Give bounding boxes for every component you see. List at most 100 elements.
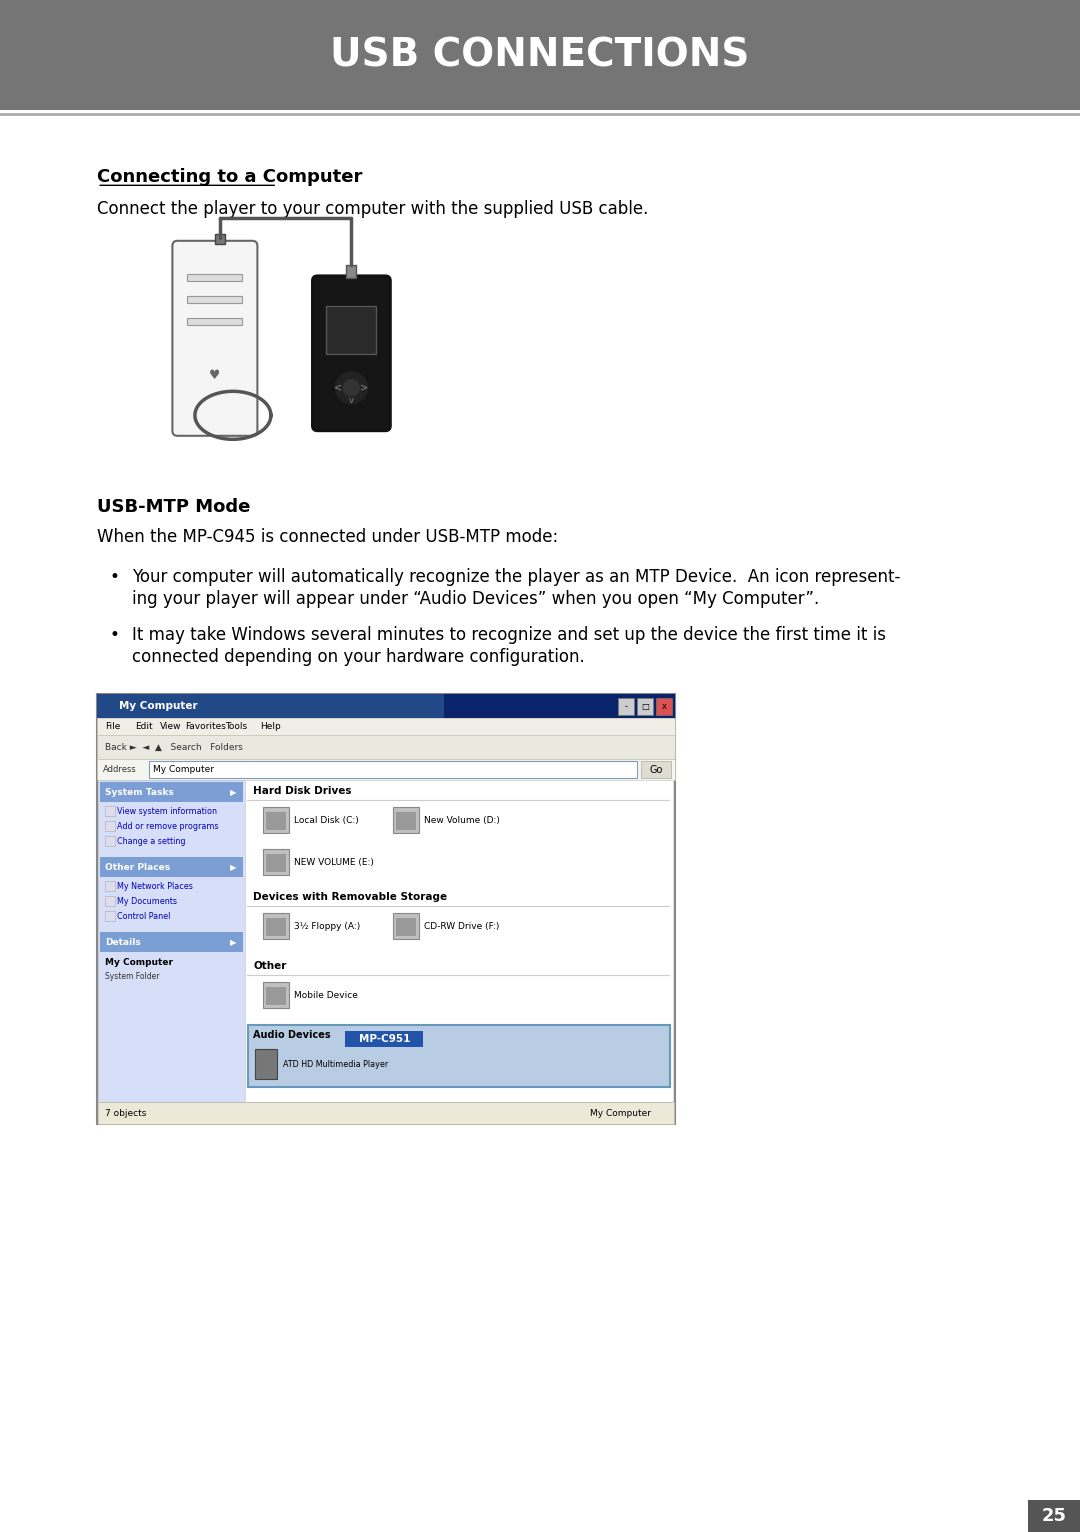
Text: File: File [105, 722, 121, 731]
Bar [347, 265, 356, 277]
Text: USB CONNECTIONS: USB CONNECTIONS [330, 37, 750, 74]
Bar [105, 806, 116, 817]
Text: New Volume (D:): New Volume (D:) [424, 817, 500, 824]
Bar [105, 881, 116, 892]
Bar [97, 760, 675, 780]
Text: It may take Windows several minutes to recognize and set up the device the first: It may take Windows several minutes to r… [132, 627, 887, 645]
Text: Connecting to a Computer: Connecting to a Computer [97, 169, 363, 187]
Text: •: • [109, 568, 119, 587]
Bar [248, 1025, 670, 1088]
Text: System Folder: System Folder [105, 973, 160, 982]
Text: Change a setting: Change a setting [118, 836, 186, 846]
Bar [97, 694, 444, 719]
Bar [245, 780, 673, 1103]
Bar [105, 896, 116, 907]
Bar [266, 855, 286, 872]
Bar [0, 0, 1080, 110]
Text: Add or remove programs: Add or remove programs [118, 821, 218, 830]
Circle shape [343, 380, 360, 395]
Bar [266, 918, 286, 936]
FancyBboxPatch shape [312, 276, 390, 430]
Bar [255, 1049, 278, 1080]
Text: Tools: Tools [226, 722, 247, 731]
Text: ing your player will appear under “Audio Devices” when you open “My Computer”.: ing your player will appear under “Audio… [132, 590, 820, 608]
Bar [393, 807, 419, 833]
Bar [97, 694, 675, 1124]
Text: Devices with Removable Storage: Devices with Removable Storage [253, 892, 447, 902]
Bar [97, 735, 675, 760]
Bar [656, 699, 672, 715]
Text: Audio Devices: Audio Devices [253, 1031, 330, 1040]
Text: My Computer: My Computer [119, 702, 198, 711]
Text: USB-MTP Mode: USB-MTP Mode [97, 498, 251, 516]
Text: Address: Address [104, 766, 137, 774]
Text: Go: Go [649, 764, 663, 775]
Bar [264, 913, 289, 939]
Bar [97, 694, 675, 719]
Text: x: x [661, 702, 666, 711]
Bar [264, 982, 289, 1008]
Bar [264, 807, 289, 833]
Text: View: View [160, 722, 181, 731]
Bar [264, 849, 289, 875]
Text: 3½ Floppy (A:): 3½ Floppy (A:) [294, 922, 361, 931]
Bar [188, 274, 242, 280]
Bar [100, 858, 243, 878]
FancyBboxPatch shape [173, 241, 257, 435]
Text: Control Panel: Control Panel [118, 912, 171, 921]
Text: View system information: View system information [118, 807, 217, 817]
Bar [98, 780, 245, 1103]
Text: NEW VOLUME (E:): NEW VOLUME (E:) [294, 858, 374, 867]
Text: Other Places: Other Places [105, 863, 171, 872]
Bar [105, 836, 116, 846]
Text: v: v [349, 397, 354, 406]
Text: Your computer will automatically recognize the player as an MTP Device.  An icon: Your computer will automatically recogni… [132, 568, 901, 587]
Text: >: > [361, 383, 368, 392]
Text: When the MP-C945 is connected under USB-MTP mode:: When the MP-C945 is connected under USB-… [97, 529, 558, 547]
Text: Details: Details [105, 938, 141, 947]
Text: My Computer: My Computer [590, 1109, 651, 1118]
Bar [100, 783, 243, 803]
Bar [97, 719, 675, 735]
Text: •: • [109, 627, 119, 645]
Text: Hard Disk Drives: Hard Disk Drives [253, 786, 352, 797]
Bar [98, 1103, 674, 1124]
Text: Edit: Edit [135, 722, 153, 731]
Text: ATD HD Multimedia Player: ATD HD Multimedia Player [283, 1060, 389, 1069]
Bar [637, 699, 653, 715]
Bar [215, 234, 225, 244]
Bar [188, 317, 242, 325]
Bar [266, 812, 286, 830]
Text: Back ►  ◄  ▲   Search   Folders: Back ► ◄ ▲ Search Folders [105, 743, 243, 752]
Bar [642, 761, 671, 778]
Text: □: □ [642, 702, 649, 711]
Bar [396, 918, 416, 936]
Text: System Tasks: System Tasks [105, 787, 174, 797]
Bar [105, 821, 116, 832]
Text: ♥: ♥ [210, 369, 220, 383]
Bar [188, 296, 242, 303]
Text: Favorites: Favorites [185, 722, 226, 731]
Bar [393, 913, 419, 939]
Bar [149, 761, 637, 778]
Text: My Network Places: My Network Places [118, 882, 193, 890]
Text: Help: Help [260, 722, 281, 731]
Bar [618, 699, 634, 715]
Text: MP-C951: MP-C951 [359, 1034, 410, 1045]
Bar [1028, 1500, 1080, 1532]
Text: My Computer: My Computer [153, 766, 214, 774]
Bar [326, 306, 377, 354]
Bar [346, 1031, 423, 1048]
Text: Local Disk (C:): Local Disk (C:) [294, 817, 359, 824]
Bar [396, 812, 416, 830]
Circle shape [336, 372, 367, 404]
Text: CD-RW Drive (F:): CD-RW Drive (F:) [424, 922, 500, 931]
Text: Mobile Device: Mobile Device [294, 991, 359, 1000]
Text: -: - [624, 702, 627, 711]
Text: Connect the player to your computer with the supplied USB cable.: Connect the player to your computer with… [97, 201, 649, 218]
Text: My Documents: My Documents [118, 896, 177, 905]
Text: My Computer: My Computer [105, 959, 173, 967]
Bar [100, 933, 243, 953]
Text: <: < [335, 383, 342, 392]
Bar [266, 987, 286, 1005]
